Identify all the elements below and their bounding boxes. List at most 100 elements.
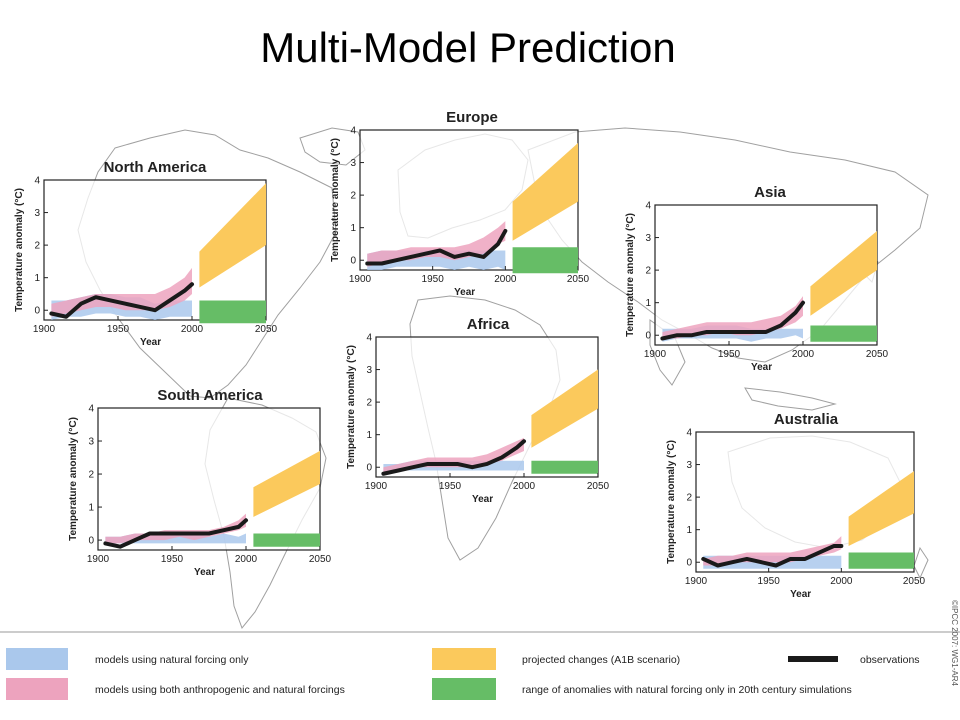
asia-projected-band — [810, 231, 877, 316]
north-america-xtick-label: 2050 — [255, 324, 278, 335]
europe-natural-range-band — [512, 247, 578, 274]
north-america-ytick-label: 2 — [34, 241, 40, 252]
australia-ylabel: Temperature anomaly (°C) — [666, 440, 677, 564]
asia-xtick-label: 1900 — [644, 349, 667, 360]
south-america-title: South America — [157, 387, 263, 404]
africa-xtick-label: 1900 — [365, 481, 388, 492]
europe-projected-band — [512, 143, 578, 241]
north-america-observations-line — [49, 282, 194, 319]
australia-xtick-label: 1950 — [758, 576, 781, 587]
australia-natural-range-band — [848, 552, 914, 569]
panel-australia: Australia 1900 1950 2000 2050 0 1 2 3 4 Year Temper… — [666, 411, 926, 600]
south-america-ytick-label: 4 — [88, 404, 94, 415]
legend-label-natural-range: range of anomalies with natural forcing … — [522, 684, 852, 696]
asia-ytick-label: 4 — [645, 201, 651, 212]
panel-south-america: South America 1900 1950 2000 2050 0 1 2 3 4 Year Te… — [68, 387, 332, 578]
map-indonesia — [744, 387, 837, 411]
australia-ytick-label: 1 — [686, 525, 692, 536]
south-america-ytick-label: 3 — [88, 437, 94, 448]
legend-label-projected: projected changes (A1B scenario) — [522, 654, 680, 666]
africa-xlabel: Year — [472, 494, 493, 505]
south-america-xtick-label: 2050 — [309, 554, 332, 565]
australia-projected-band — [848, 471, 914, 546]
europe-xtick-label: 2000 — [494, 274, 517, 285]
europe-xtick-label: 2050 — [567, 274, 590, 285]
asia-xtick-label: 1950 — [718, 349, 741, 360]
africa-ytick-label: 3 — [366, 365, 372, 376]
north-america-ytick-label: 3 — [34, 208, 40, 219]
europe-xtick-label: 1900 — [349, 274, 372, 285]
north-america-xtick-label: 2000 — [181, 324, 204, 335]
map-greenland — [299, 127, 366, 166]
africa-xtick-label: 2000 — [513, 481, 536, 492]
australia-ytick-label: 0 — [686, 558, 692, 569]
credit-text: ©IPCC 2007: WG1-AR4 — [950, 600, 959, 686]
panel-africa: Africa 1900 1950 2000 2050 0 1 2 3 4 Year Temperatu… — [346, 316, 610, 505]
south-america-ytick-label: 1 — [88, 503, 94, 514]
asia-xtick-label: 2000 — [792, 349, 815, 360]
australia-xtick-label: 2000 — [830, 576, 853, 587]
south-america-xtick-label: 1950 — [161, 554, 184, 565]
north-america-xlabel: Year — [140, 337, 161, 348]
europe-xlabel: Year — [454, 287, 475, 298]
legend-swatch-both — [6, 678, 68, 700]
north-america-title: North America — [104, 159, 207, 176]
south-america-xtick-label: 2000 — [235, 554, 258, 565]
asia-ytick-label: 1 — [645, 298, 651, 309]
asia-both-band — [662, 296, 803, 339]
asia-xtick-label: 2050 — [866, 349, 889, 360]
africa-ytick-label: 2 — [366, 398, 372, 409]
north-america-ylabel: Temperature anomaly (°C) — [14, 188, 25, 312]
africa-projected-band — [531, 369, 598, 448]
north-america-projected-band — [199, 183, 266, 288]
africa-ytick-label: 1 — [366, 430, 372, 441]
south-america-xtick-label: 1900 — [87, 554, 110, 565]
north-america-ytick-label: 4 — [34, 176, 40, 187]
asia-observations-line — [660, 300, 805, 341]
africa-observations-line — [381, 439, 526, 476]
europe-ytick-label: 1 — [350, 223, 356, 234]
legend-label-observations: observations — [860, 654, 920, 666]
australia-ytick-label: 4 — [686, 428, 692, 439]
south-america-ytick-label: 2 — [88, 470, 94, 481]
australia-xlabel: Year — [790, 589, 811, 600]
south-america-natural-range-band — [253, 533, 320, 547]
europe-ytick-label: 3 — [350, 158, 356, 169]
north-america-both-band — [51, 267, 193, 317]
north-america-ytick-label: 1 — [34, 273, 40, 284]
europe-ytick-label: 0 — [350, 256, 356, 267]
australia-observations-line — [701, 543, 844, 568]
europe-ytick-label: 2 — [350, 191, 356, 202]
europe-ylabel: Temperature anomaly (°C) — [330, 138, 341, 262]
asia-xlabel: Year — [751, 362, 772, 373]
africa-xtick-label: 1950 — [439, 481, 462, 492]
south-america-xlabel: Year — [194, 567, 215, 578]
africa-ytick-label: 0 — [366, 463, 372, 474]
africa-ylabel: Temperature anomaly (°C) — [346, 345, 357, 469]
legend: models using natural forcing only models… — [0, 631, 960, 700]
south-america-observations-line — [103, 518, 248, 549]
africa-title: Africa — [467, 316, 510, 333]
africa-xtick-label: 2050 — [587, 481, 610, 492]
north-america-xtick-label: 1900 — [33, 324, 56, 335]
australia-xtick-label: 1900 — [685, 576, 708, 587]
asia-ytick-label: 0 — [645, 331, 651, 342]
africa-ytick-label: 4 — [366, 333, 372, 344]
europe-title: Europe — [446, 109, 498, 126]
europe-observations-line — [365, 228, 508, 266]
australia-ytick-label: 2 — [686, 493, 692, 504]
asia-ylabel: Temperature anomaly (°C) — [625, 213, 636, 337]
south-america-ylabel: Temperature anomaly (°C) — [68, 417, 79, 541]
australia-ytick-label: 3 — [686, 460, 692, 471]
asia-title: Asia — [754, 184, 786, 201]
legend-swatch-natural — [6, 648, 68, 670]
europe-ytick-label: 4 — [350, 126, 356, 137]
australia-xtick-label: 2050 — [903, 576, 926, 587]
europe-xtick-label: 1950 — [422, 274, 445, 285]
legend-swatch-projected — [432, 648, 496, 670]
legend-label-both: models using both anthropogenic and natu… — [95, 684, 345, 696]
map-new-zealand — [913, 546, 929, 580]
legend-label-natural: models using natural forcing only — [95, 654, 249, 666]
south-america-ytick-label: 0 — [88, 536, 94, 547]
